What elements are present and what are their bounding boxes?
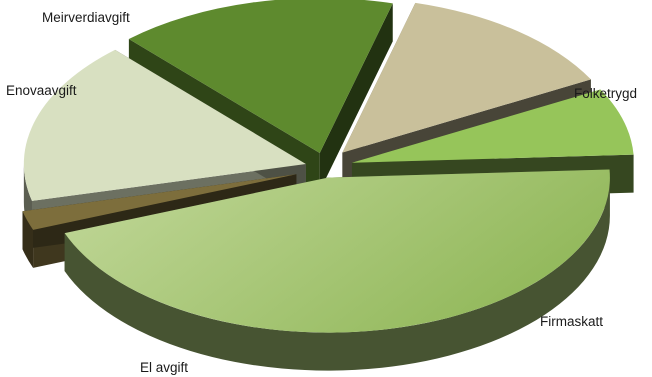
slice-label-meirverdiavgift: Meirverdiavgift [42, 10, 130, 25]
slice-meirverdiavgift [23, 49, 306, 201]
slice-firmaskatt [351, 89, 634, 163]
pie-slices [22, 0, 634, 371]
slice-label-folketrygd: Folketrygd [574, 86, 637, 101]
slice-rim-enovaavgift [22, 211, 34, 268]
slice-folketrygd [342, 2, 591, 153]
slice-label-firmaskatt: Firmaskatt [540, 314, 603, 329]
slice-wall-slice-2 [319, 3, 393, 192]
slice-slice-2 [128, 0, 393, 154]
slice-rim-el-avgift [64, 177, 610, 371]
slice-el-avgift [64, 169, 610, 333]
slice-label-enovaavgift: Enovaavgift [6, 83, 77, 98]
slice-label-el-avgift: El avgift [140, 360, 188, 375]
slice-enovaavgift [22, 174, 297, 230]
